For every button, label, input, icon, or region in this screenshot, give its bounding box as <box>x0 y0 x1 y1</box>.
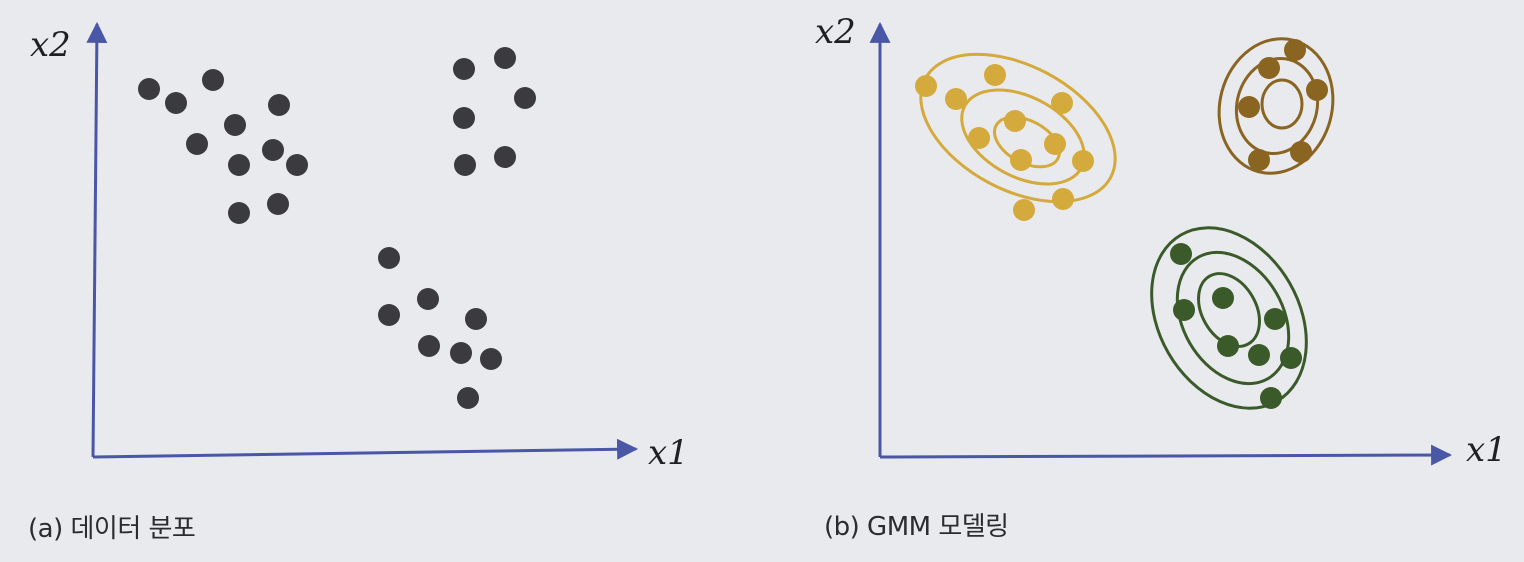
data-point <box>494 47 516 69</box>
data-point <box>417 288 439 310</box>
data-point <box>1072 150 1094 172</box>
panel-a-x-label: x1 <box>648 433 689 473</box>
panel-b-caption: (b) GMM 모델링 <box>824 512 1009 542</box>
data-point <box>224 114 246 136</box>
data-point <box>378 247 400 269</box>
data-point <box>1170 243 1192 265</box>
data-point <box>1280 347 1302 369</box>
cluster-yellow-points <box>915 64 1094 221</box>
cluster-brown-contours <box>1217 37 1335 175</box>
contour-outer <box>1150 226 1308 410</box>
data-point <box>1248 149 1270 171</box>
panel-a-y-axis <box>86 21 108 458</box>
data-point <box>268 94 290 116</box>
cluster-brown <box>1217 37 1335 175</box>
cluster-brown-points <box>1238 39 1328 171</box>
data-point <box>457 387 479 409</box>
data-point <box>968 127 990 149</box>
data-point <box>286 154 308 176</box>
cluster-green-contours <box>1150 226 1308 410</box>
data-point <box>450 342 472 364</box>
data-point <box>480 348 502 370</box>
data-point <box>202 69 224 91</box>
data-point <box>945 88 967 110</box>
panel-b-x-axis <box>879 444 1453 466</box>
cluster-green-points <box>1170 243 1302 409</box>
data-point <box>465 308 487 330</box>
data-point <box>1212 287 1234 309</box>
data-point <box>378 304 400 326</box>
cluster-yellow <box>915 52 1117 221</box>
data-point <box>228 154 250 176</box>
cluster-green <box>1150 226 1308 410</box>
data-point <box>494 146 516 168</box>
data-point <box>1004 110 1026 132</box>
contour-inner <box>1197 272 1261 348</box>
data-point <box>1173 299 1195 321</box>
panel-a-points <box>138 47 536 409</box>
data-point <box>267 193 289 215</box>
data-point <box>453 58 475 80</box>
data-point <box>1044 133 1066 155</box>
data-point <box>1013 199 1035 221</box>
data-point <box>165 92 187 114</box>
contour-middle <box>1175 250 1291 386</box>
data-point <box>228 202 250 224</box>
data-point <box>1010 149 1032 171</box>
panel-a: x2 x1 <box>30 21 689 473</box>
data-point <box>1051 92 1073 114</box>
data-point <box>915 75 937 97</box>
panel-a-y-label: x2 <box>30 25 71 65</box>
data-point <box>1052 188 1074 210</box>
panel-b-x-label: x1 <box>1466 430 1507 470</box>
data-point <box>453 107 475 129</box>
data-point <box>1306 79 1328 101</box>
panel-b-y-label: x2 <box>815 12 856 52</box>
data-point <box>1260 387 1282 409</box>
data-point <box>1290 141 1312 163</box>
panel-b: x2 x1 <box>815 12 1507 470</box>
data-point <box>418 335 440 357</box>
data-point <box>1217 335 1239 357</box>
data-point <box>1248 344 1270 366</box>
data-point <box>1238 96 1260 118</box>
data-point <box>514 87 536 109</box>
panel-a-x-axis <box>92 438 639 460</box>
data-point <box>984 64 1006 86</box>
data-point <box>138 78 160 100</box>
data-point <box>1264 308 1286 330</box>
data-point <box>1258 57 1280 79</box>
data-point <box>262 139 284 161</box>
data-point <box>186 133 208 155</box>
contour-outer <box>1217 37 1335 175</box>
data-point <box>1284 39 1306 61</box>
panel-a-caption: (a) 데이터 분포 <box>28 514 196 544</box>
contour-inner <box>1260 78 1304 130</box>
data-point <box>454 154 476 176</box>
